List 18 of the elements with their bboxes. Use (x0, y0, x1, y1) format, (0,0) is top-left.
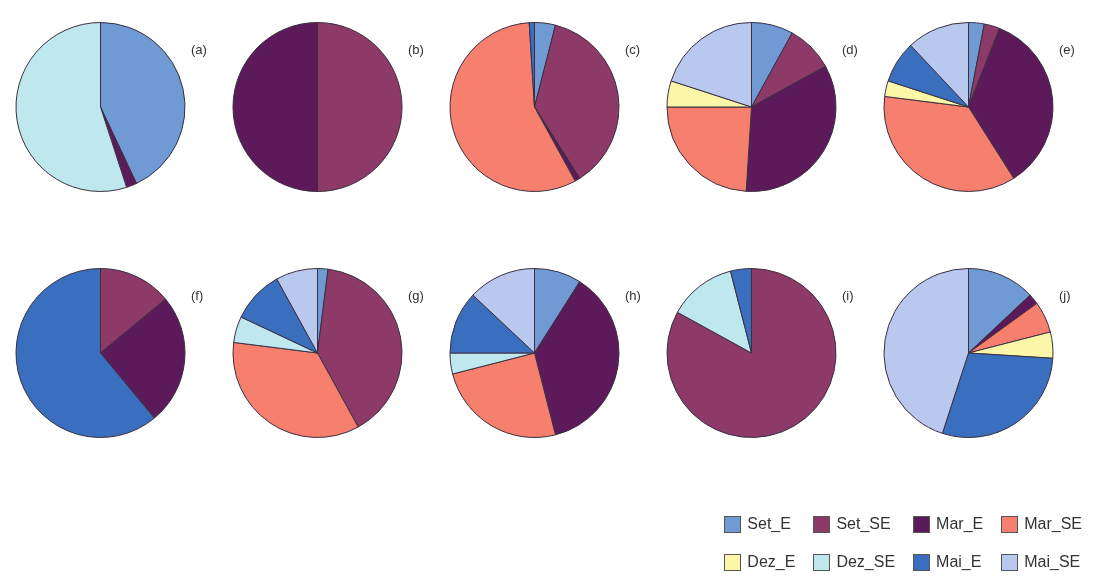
slice-label: (g) (408, 287, 424, 303)
legend-label: Mai_SE (1024, 553, 1081, 571)
slice-label: (e) (1059, 41, 1075, 57)
legend-label: Set_SE (836, 515, 891, 533)
slice-label: (f) (191, 287, 204, 303)
slice-label: (c) (625, 41, 641, 57)
legend-label: Dez_E (747, 553, 796, 571)
legend-label: Mai_E (936, 553, 982, 571)
legend-label: Set_E (747, 515, 791, 533)
slice-label: (i) (842, 287, 854, 303)
slice-label: (j) (1059, 287, 1071, 303)
legend-label: Mar_SE (1024, 515, 1082, 533)
slice-label: (b) (408, 41, 424, 57)
legend-label: Mar_E (936, 515, 984, 533)
slice-label: (d) (842, 41, 858, 57)
slice-label: (h) (625, 287, 641, 303)
slice-label: (a) (191, 41, 207, 57)
legend-label: Dez_SE (836, 553, 896, 571)
